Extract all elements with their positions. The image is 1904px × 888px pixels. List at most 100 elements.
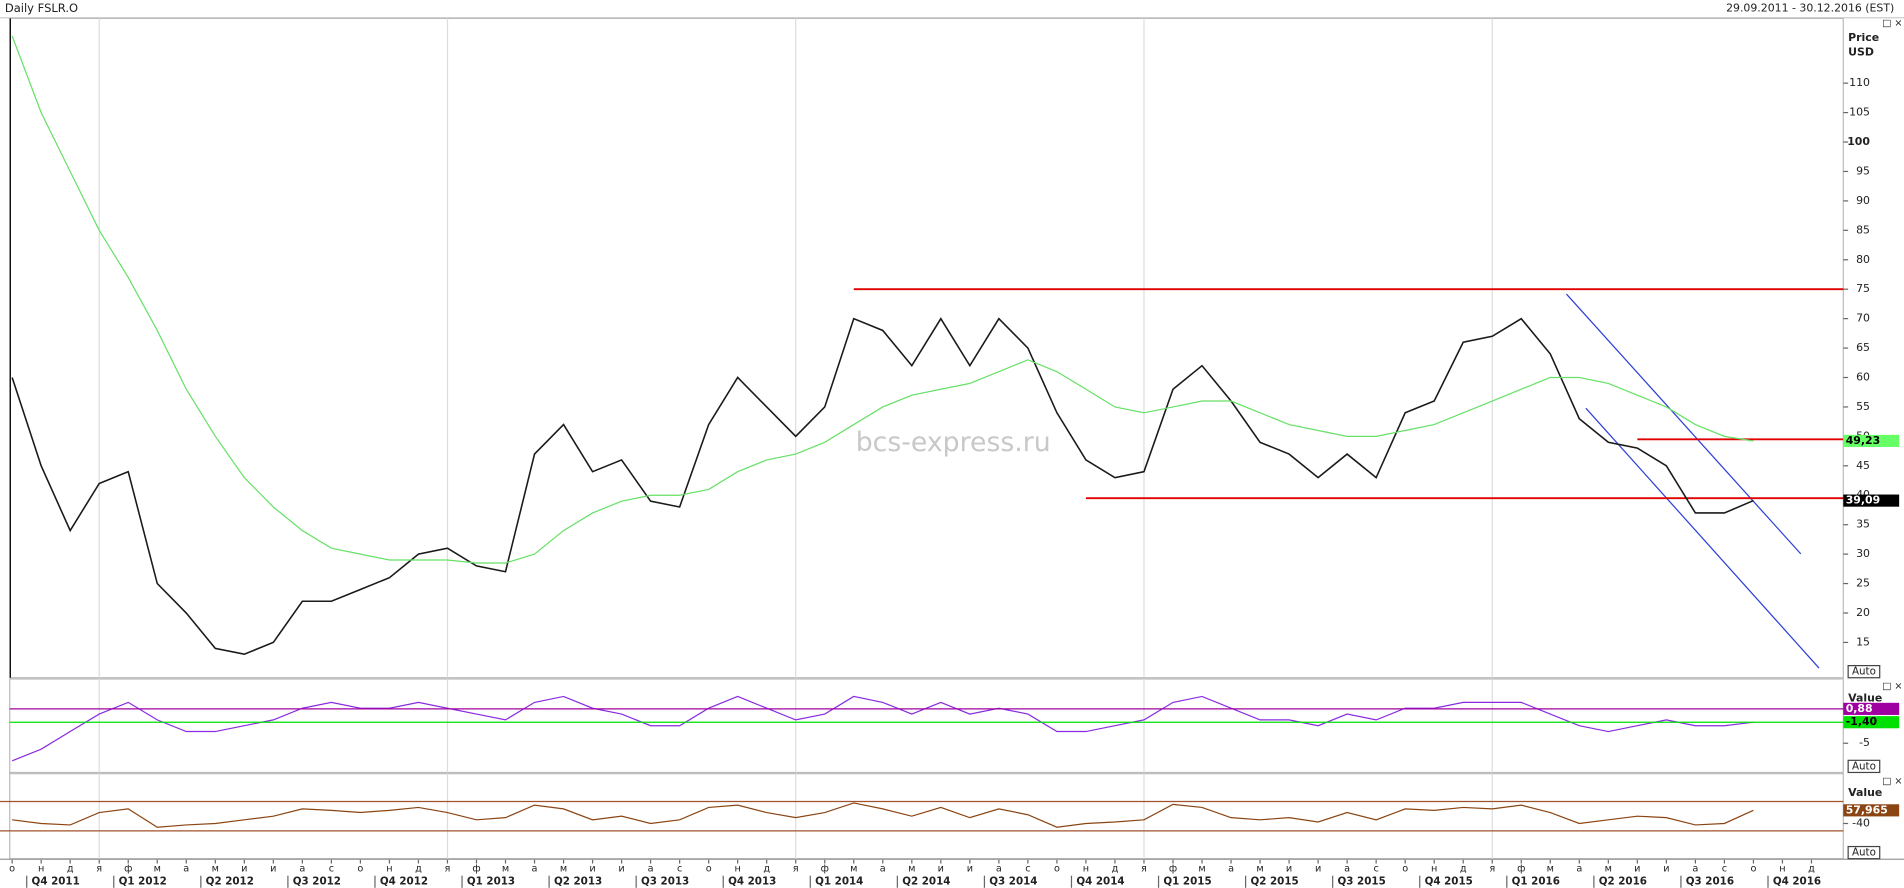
x-month-label: о — [1402, 863, 1408, 874]
x-quarter-label: Q3 2015 — [1338, 876, 1386, 888]
channel-line — [1565, 293, 1802, 555]
value-marker-label: 0,88 — [1846, 702, 1873, 715]
x-quarter-label: Q3 2014 — [989, 876, 1037, 888]
x-quarter-label: Q2 2016 — [1599, 876, 1647, 888]
x-month-label: и — [1315, 863, 1321, 874]
y-tick-label: 25 — [1856, 577, 1870, 590]
x-month-label: а — [532, 863, 538, 874]
x-quarter-label: Q4 2016 — [1773, 876, 1821, 888]
x-month-label: и — [1286, 863, 1292, 874]
y-tick-label: 100 — [1847, 135, 1870, 148]
auto-label[interactable]: Auto — [1852, 847, 1876, 859]
value-marker-label: 49,23 — [1846, 434, 1880, 447]
x-month-label: с — [677, 863, 682, 874]
x-month-label: а — [648, 863, 654, 874]
x-month-label: и — [270, 863, 276, 874]
x-month-label: д — [415, 863, 422, 874]
x-quarter-label: Q4 2013 — [728, 876, 776, 888]
x-quarter-label: Q2 2015 — [1250, 876, 1298, 888]
auto-label[interactable]: Auto — [1852, 760, 1876, 772]
x-month-label: и — [241, 863, 247, 874]
x-quarter-label: Q1 2014 — [815, 876, 863, 888]
x-quarter-label: Q1 2015 — [1163, 876, 1211, 888]
x-month-label: я — [793, 863, 799, 874]
y-tick-label: 95 — [1856, 164, 1870, 177]
auto-label[interactable]: Auto — [1852, 666, 1876, 678]
x-month-label: м — [1605, 863, 1612, 874]
x-month-label: с — [1373, 863, 1378, 874]
y-tick-label: -5 — [1859, 736, 1870, 749]
watermark: bcs-express.ru — [856, 427, 1051, 458]
x-month-label: а — [299, 863, 305, 874]
x-month-label: м — [1256, 863, 1263, 874]
x-quarter-label: Q1 2016 — [1512, 876, 1560, 888]
x-month-label: и — [1634, 863, 1640, 874]
x-month-label: я — [445, 863, 451, 874]
x-month-label: н — [734, 863, 740, 874]
value-marker — [1843, 494, 1900, 507]
x-quarter-label: Q2 2013 — [554, 876, 602, 888]
title: Daily FSLR.O — [5, 1, 78, 15]
x-quarter-label: Q3 2012 — [293, 876, 341, 888]
value-marker — [1843, 434, 1900, 447]
x-quarter-label: Q2 2012 — [206, 876, 254, 888]
y-axis-unit: USD — [1848, 45, 1874, 58]
window-controls[interactable]: □ × — [1882, 776, 1902, 787]
x-month-label: м — [212, 863, 219, 874]
series-line — [11, 317, 1754, 656]
window-controls[interactable]: □ × — [1882, 681, 1902, 692]
x-month-label: а — [1576, 863, 1582, 874]
y-tick-label: 70 — [1856, 312, 1870, 325]
x-month-label: м — [1198, 863, 1205, 874]
x-month-label: д — [1460, 863, 1467, 874]
value-marker — [1843, 716, 1900, 729]
x-quarter-label: Q4 2012 — [380, 876, 428, 888]
value-marker-label: -1,40 — [1846, 715, 1878, 728]
date-range: 29.09.2011 - 30.12.2016 (EST) — [1726, 2, 1894, 15]
x-month-label: д — [1808, 863, 1815, 874]
value-marker-label: 39,09 — [1846, 494, 1880, 507]
x-month-label: ф — [472, 863, 480, 874]
x-month-label: д — [67, 863, 74, 874]
y-tick-label: 35 — [1856, 518, 1870, 531]
y-tick-label: 20 — [1856, 606, 1870, 619]
y-tick-label: 65 — [1856, 341, 1870, 354]
x-month-label: н — [386, 863, 392, 874]
y-tick-label: 85 — [1856, 223, 1870, 236]
x-month-label: ф — [821, 863, 829, 874]
x-month-label: с — [329, 863, 334, 874]
x-month-label: и — [589, 863, 595, 874]
x-month-label: д — [763, 863, 770, 874]
x-month-label: а — [1344, 863, 1350, 874]
x-quarter-label: Q1 2012 — [119, 876, 167, 888]
window-controls[interactable]: □ × — [1882, 18, 1902, 29]
x-month-label: о — [357, 863, 363, 874]
series-line — [11, 695, 1754, 762]
x-month-label: с — [1025, 863, 1030, 874]
y-tick-label: 110 — [1849, 76, 1870, 89]
auto-button — [1847, 665, 1881, 679]
x-month-label: м — [502, 863, 509, 874]
x-month-label: н — [1083, 863, 1089, 874]
x-month-label: ф — [124, 863, 132, 874]
y-tick-label: -40 — [1852, 817, 1870, 830]
x-month-label: д — [1112, 863, 1119, 874]
value-marker — [1843, 702, 1900, 715]
x-month-label: ф — [1169, 863, 1177, 874]
x-month-label: и — [618, 863, 624, 874]
y-tick-label: 60 — [1856, 371, 1870, 384]
x-quarter-label: Q4 2015 — [1425, 876, 1473, 888]
y-tick-label: 75 — [1856, 282, 1870, 295]
y-tick-label: 55 — [1856, 400, 1870, 413]
y-axis-title: Value — [1848, 691, 1882, 704]
y-axis-title: Price — [1848, 31, 1879, 44]
x-month-label: с — [1722, 863, 1727, 874]
x-quarter-label: Q3 2013 — [641, 876, 689, 888]
series-line — [11, 35, 1754, 564]
x-month-label: а — [880, 863, 886, 874]
y-tick-label: 90 — [1856, 194, 1870, 207]
y-axis-title: Value — [1848, 786, 1882, 799]
